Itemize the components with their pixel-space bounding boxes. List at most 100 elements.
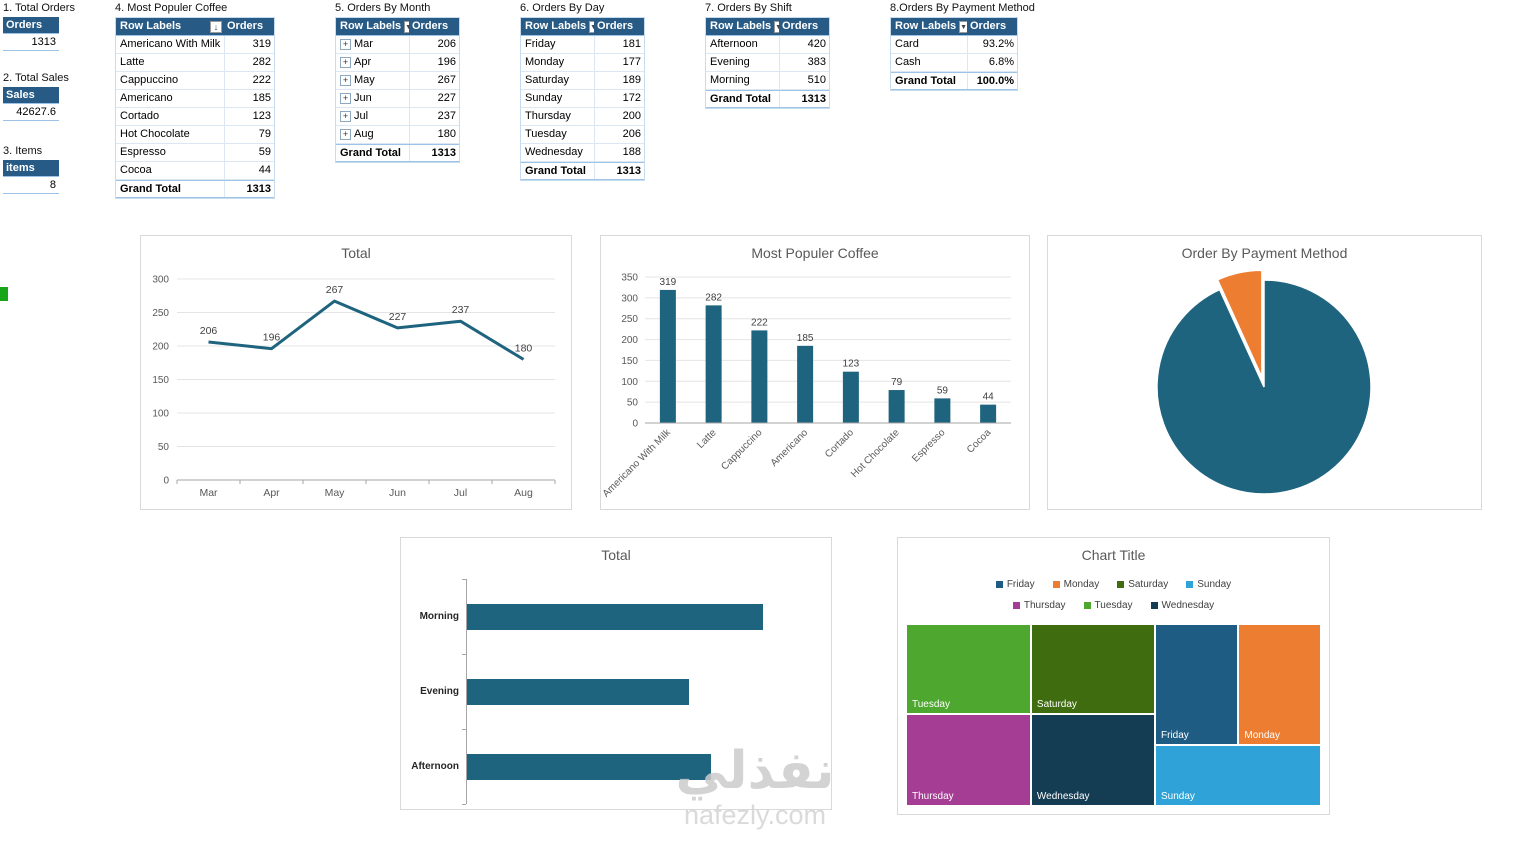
stat-header-items[interactable]: items bbox=[3, 160, 59, 177]
value-cell[interactable]: 181 bbox=[594, 36, 644, 53]
value-cell[interactable]: 59 bbox=[224, 144, 274, 161]
row-label-cell[interactable]: + Aug bbox=[336, 126, 409, 143]
value-cell[interactable]: 206 bbox=[594, 126, 644, 143]
row-label-cell[interactable]: + Mar bbox=[336, 36, 409, 53]
row-label-cell[interactable]: Saturday bbox=[521, 72, 594, 89]
treemap-tile-sunday[interactable]: Sunday bbox=[1155, 745, 1321, 806]
value-cell[interactable]: 6.8% bbox=[967, 54, 1017, 71]
filter-dropdown-button[interactable]: ▼ bbox=[589, 20, 594, 33]
value-cell[interactable]: 237 bbox=[409, 108, 459, 125]
row-label-cell[interactable]: Espresso bbox=[116, 144, 224, 161]
row-label-cell[interactable]: Hot Chocolate bbox=[116, 126, 224, 143]
treemap-tile-thursday[interactable]: Thursday bbox=[906, 713, 1031, 806]
value-cell[interactable]: 200 bbox=[594, 108, 644, 125]
value-cell[interactable]: 206 bbox=[409, 36, 459, 53]
treemap-tile-wednesday[interactable]: Wednesday bbox=[1030, 713, 1155, 806]
value-cell[interactable]: 172 bbox=[594, 90, 644, 107]
value-cell[interactable]: 188 bbox=[594, 144, 644, 161]
value-cell[interactable]: 319 bbox=[224, 36, 274, 53]
expand-icon[interactable]: + bbox=[340, 75, 351, 86]
sort-filter-button[interactable]: ↓ bbox=[210, 20, 222, 33]
grand-total-value[interactable]: 1313 bbox=[779, 91, 829, 107]
stat-value-sales[interactable]: 42627.6 bbox=[3, 104, 59, 121]
value-cell[interactable]: 282 bbox=[224, 54, 274, 71]
legend-item-monday[interactable]: Monday bbox=[1052, 579, 1099, 590]
row-label-cell[interactable]: Monday bbox=[521, 54, 594, 71]
pie-chart-payment-method[interactable]: Order By Payment Method bbox=[1047, 235, 1482, 510]
grand-total-value[interactable]: 1313 bbox=[409, 145, 459, 161]
line-chart-orders-by-month[interactable]: Total 0 50 100 150 200 250 300 Mar 206 Apr 196 May 2… bbox=[140, 235, 572, 510]
value-cell[interactable]: 93.2% bbox=[967, 36, 1017, 53]
row-label-cell[interactable]: Morning bbox=[706, 72, 779, 89]
row-label-cell[interactable]: Sunday bbox=[521, 90, 594, 107]
row-label-cell[interactable]: + Jul bbox=[336, 108, 409, 125]
grand-total-label[interactable]: Grand Total bbox=[525, 164, 586, 177]
value-cell[interactable]: 383 bbox=[779, 54, 829, 71]
stat-header-orders[interactable]: Orders bbox=[3, 17, 59, 34]
row-labels-header-cell[interactable]: Row Labels ▼ bbox=[336, 18, 409, 35]
legend-item-tuesday[interactable]: Tuesday bbox=[1083, 600, 1133, 611]
grand-total-value[interactable]: 1313 bbox=[224, 181, 274, 197]
row-label-cell[interactable]: Cortado bbox=[116, 108, 224, 125]
value-cell[interactable]: 44 bbox=[224, 162, 274, 179]
legend-item-thursday[interactable]: Thursday bbox=[1012, 600, 1066, 611]
row-labels-header-cell[interactable]: Row Labels ▼ bbox=[521, 18, 594, 35]
row-label-cell[interactable]: Wednesday bbox=[521, 144, 594, 161]
row-label-cell[interactable]: Americano With Milk bbox=[116, 36, 224, 53]
row-label-cell[interactable]: Cash bbox=[891, 54, 967, 71]
expand-icon[interactable]: + bbox=[340, 39, 351, 50]
value-cell[interactable]: 180 bbox=[409, 126, 459, 143]
treemap-tile-tuesday[interactable]: Tuesday bbox=[906, 624, 1031, 714]
row-label-cell[interactable]: Thursday bbox=[521, 108, 594, 125]
value-cell[interactable]: 227 bbox=[409, 90, 459, 107]
values-header-cell[interactable]: Orders bbox=[412, 20, 449, 32]
legend-item-friday[interactable]: Friday bbox=[995, 579, 1035, 590]
grand-total-value[interactable]: 1313 bbox=[594, 163, 644, 179]
legend-item-saturday[interactable]: Saturday bbox=[1117, 579, 1168, 590]
legend-item-sunday[interactable]: Sunday bbox=[1186, 579, 1231, 590]
values-header-cell[interactable]: Orders bbox=[782, 20, 819, 32]
row-label-cell[interactable]: + Jun bbox=[336, 90, 409, 107]
grand-total-label[interactable]: Grand Total bbox=[710, 92, 771, 105]
values-header-cell[interactable]: Orders bbox=[227, 20, 264, 32]
stat-header-sales[interactable]: Sales bbox=[3, 87, 59, 104]
value-cell[interactable]: 420 bbox=[779, 36, 829, 53]
row-label-cell[interactable]: Cappuccino bbox=[116, 72, 224, 89]
value-cell[interactable]: 196 bbox=[409, 54, 459, 71]
treemap-tile-monday[interactable]: Monday bbox=[1238, 624, 1321, 746]
row-label-cell[interactable]: Latte bbox=[116, 54, 224, 71]
value-cell[interactable]: 267 bbox=[409, 72, 459, 89]
stat-value-orders[interactable]: 1313 bbox=[3, 34, 59, 51]
value-cell[interactable]: 79 bbox=[224, 126, 274, 143]
row-label-cell[interactable]: + May bbox=[336, 72, 409, 89]
grand-total-label[interactable]: Grand Total bbox=[340, 146, 401, 159]
grand-total-value[interactable]: 100.0% bbox=[967, 73, 1017, 89]
expand-icon[interactable]: + bbox=[340, 129, 351, 140]
row-label-cell[interactable]: Tuesday bbox=[521, 126, 594, 143]
row-label-cell[interactable]: Cocoa bbox=[116, 162, 224, 179]
value-cell[interactable]: 185 bbox=[224, 90, 274, 107]
row-labels-header-cell[interactable]: Row Labels ▼ bbox=[891, 18, 967, 35]
filter-dropdown-button[interactable]: ▼ bbox=[404, 20, 409, 33]
treemap-tile-saturday[interactable]: Saturday bbox=[1030, 624, 1155, 714]
filter-dropdown-button[interactable]: ▼ bbox=[959, 20, 967, 33]
row-label-cell[interactable]: Friday bbox=[521, 36, 594, 53]
row-labels-header-cell[interactable]: Row Labels ↓ bbox=[116, 18, 224, 35]
stat-value-items[interactable]: 8 bbox=[3, 177, 59, 194]
value-cell[interactable]: 222 bbox=[224, 72, 274, 89]
row-labels-header-cell[interactable]: Row Labels ▼ bbox=[706, 18, 779, 35]
hbar-chart-orders-by-shift[interactable]: Total Morning Evening Afternoon bbox=[400, 537, 832, 810]
row-label-cell[interactable]: Americano bbox=[116, 90, 224, 107]
row-label-cell[interactable]: Afternoon bbox=[706, 36, 779, 53]
treemap-chart-orders-by-day[interactable]: Chart Title Friday Monday Saturday Sunday Th… bbox=[897, 537, 1330, 815]
legend-item-wednesday[interactable]: Wednesday bbox=[1150, 600, 1214, 611]
bar-chart-most-popular-coffee[interactable]: Most Populer Coffee 0 50 100 150 200 250 300 35… bbox=[600, 235, 1030, 510]
filter-dropdown-button[interactable]: ▼ bbox=[774, 20, 779, 33]
expand-icon[interactable]: + bbox=[340, 57, 351, 68]
expand-icon[interactable]: + bbox=[340, 111, 351, 122]
values-header-cell[interactable]: Orders bbox=[970, 20, 1007, 32]
row-label-cell[interactable]: + Apr bbox=[336, 54, 409, 71]
value-cell[interactable]: 189 bbox=[594, 72, 644, 89]
grand-total-label[interactable]: Grand Total bbox=[895, 74, 956, 87]
treemap-tile-friday[interactable]: Friday bbox=[1155, 624, 1239, 746]
